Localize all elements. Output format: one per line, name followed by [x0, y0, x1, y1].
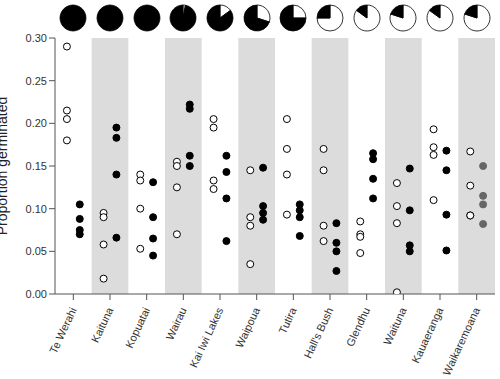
svg-text:Glendhu: Glendhu: [344, 305, 372, 348]
svg-text:0.30: 0.30: [26, 32, 47, 44]
svg-text:Wairau: Wairau: [163, 305, 188, 341]
svg-text:Hall's Bush: Hall's Bush: [301, 305, 335, 360]
svg-text:Waituna: Waituna: [381, 305, 409, 347]
svg-text:Te Werahi: Te Werahi: [47, 305, 79, 355]
svg-text:Waikaremoana: Waikaremoana: [440, 305, 482, 378]
svg-text:Kauaeranga: Kauaeranga: [409, 305, 446, 365]
svg-text:0.10: 0.10: [26, 203, 47, 215]
svg-text:Waipoua: Waipoua: [233, 305, 262, 350]
svg-text:0.25: 0.25: [26, 75, 47, 87]
svg-text:0.05: 0.05: [26, 245, 47, 257]
svg-text:Kopuatai: Kopuatai: [123, 305, 152, 349]
svg-text:Kaituna: Kaituna: [89, 305, 116, 345]
svg-text:0.00: 0.00: [26, 288, 47, 300]
svg-text:Proportion germinated: Proportion germinated: [8, 97, 10, 236]
svg-text:0.15: 0.15: [26, 160, 47, 172]
svg-text:Tutira: Tutira: [276, 305, 299, 336]
svg-text:Kai Iwi Lakes: Kai Iwi Lakes: [187, 305, 225, 369]
svg-text:0.20: 0.20: [26, 117, 47, 129]
